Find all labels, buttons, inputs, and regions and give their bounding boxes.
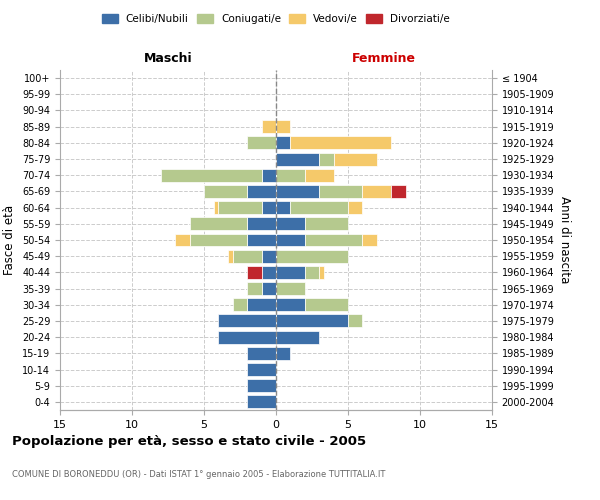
Bar xyxy=(247,218,276,230)
Bar xyxy=(276,234,305,246)
Bar xyxy=(233,298,247,311)
Bar xyxy=(276,298,305,311)
Bar xyxy=(276,136,290,149)
Bar xyxy=(214,201,218,214)
Bar xyxy=(218,330,276,344)
Bar xyxy=(229,250,233,262)
Bar xyxy=(319,152,334,166)
Bar xyxy=(262,266,276,279)
Bar xyxy=(161,169,262,181)
Y-axis label: Fasce di età: Fasce di età xyxy=(4,205,16,275)
Bar xyxy=(262,169,276,181)
Bar xyxy=(247,379,276,392)
Bar xyxy=(190,234,247,246)
Bar xyxy=(247,298,276,311)
Bar xyxy=(276,282,305,295)
Bar xyxy=(276,169,305,181)
Bar xyxy=(362,234,377,246)
Bar xyxy=(276,218,305,230)
Bar xyxy=(247,266,262,279)
Bar xyxy=(276,330,319,344)
Bar xyxy=(233,250,262,262)
Text: COMUNE DI BORONEDDU (OR) - Dati ISTAT 1° gennaio 2005 - Elaborazione TUTTITALIA.: COMUNE DI BORONEDDU (OR) - Dati ISTAT 1°… xyxy=(12,470,385,479)
Bar xyxy=(262,282,276,295)
Bar xyxy=(276,201,290,214)
Bar xyxy=(362,185,391,198)
Bar xyxy=(175,234,190,246)
Bar xyxy=(247,396,276,408)
Bar xyxy=(204,185,247,198)
Bar xyxy=(391,185,406,198)
Bar xyxy=(218,314,276,328)
Bar xyxy=(262,201,276,214)
Bar xyxy=(247,136,276,149)
Bar xyxy=(319,266,323,279)
Bar xyxy=(305,169,334,181)
Bar xyxy=(218,201,262,214)
Bar xyxy=(247,282,262,295)
Text: Femmine: Femmine xyxy=(352,52,416,65)
Bar xyxy=(190,218,247,230)
Bar xyxy=(247,185,276,198)
Bar xyxy=(262,120,276,133)
Bar xyxy=(276,185,319,198)
Bar xyxy=(348,314,362,328)
Bar xyxy=(334,152,377,166)
Bar xyxy=(276,266,305,279)
Bar xyxy=(290,136,391,149)
Bar xyxy=(247,234,276,246)
Bar xyxy=(247,347,276,360)
Bar xyxy=(305,234,362,246)
Bar xyxy=(305,266,319,279)
Bar xyxy=(348,201,362,214)
Bar xyxy=(276,347,290,360)
Bar xyxy=(305,218,348,230)
Bar xyxy=(319,185,362,198)
Bar xyxy=(276,314,348,328)
Bar xyxy=(276,120,290,133)
Y-axis label: Anni di nascita: Anni di nascita xyxy=(558,196,571,284)
Bar xyxy=(276,250,348,262)
Bar xyxy=(262,250,276,262)
Bar xyxy=(305,298,348,311)
Legend: Celibi/Nubili, Coniugati/e, Vedovi/e, Divorziati/e: Celibi/Nubili, Coniugati/e, Vedovi/e, Di… xyxy=(102,14,450,24)
Bar xyxy=(290,201,348,214)
Text: Popolazione per età, sesso e stato civile - 2005: Popolazione per età, sesso e stato civil… xyxy=(12,435,366,448)
Bar xyxy=(247,363,276,376)
Text: Maschi: Maschi xyxy=(143,52,193,65)
Bar xyxy=(276,152,319,166)
